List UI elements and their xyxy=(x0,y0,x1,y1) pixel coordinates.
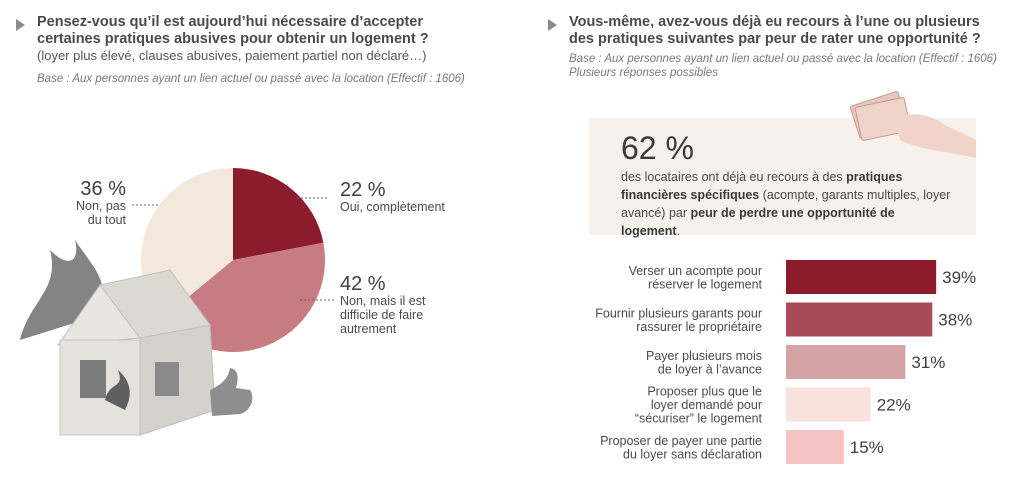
bar-value-label-1: 39% xyxy=(942,268,976,287)
right-question-base: Base : Aux personnes ayant un lien actue… xyxy=(569,53,997,79)
bar-5 xyxy=(786,430,844,464)
bar-category-label-3: Payer plusieurs mois de loyer à l’avance xyxy=(646,349,762,377)
pie-label-42-line1: Non, mais il est xyxy=(340,294,426,308)
pie-value-22: 22 % xyxy=(340,179,386,201)
bar-chart: 39% Verser un acompte pour réserver le log… xyxy=(595,260,976,464)
left-question-header: Pensez-vous qu’il est aujourd’hui nécess… xyxy=(16,14,486,86)
bar-1 xyxy=(786,260,937,294)
left-question-subtitle: (loyer plus élevé, clauses abusives, pai… xyxy=(37,48,427,63)
triangle-bullet-icon xyxy=(548,19,557,31)
bar-value-label-3: 31% xyxy=(911,353,945,372)
highlight-text: des locataires ont déjà eu recours à des… xyxy=(621,170,951,238)
highlight-value: 62 % xyxy=(621,130,694,166)
bar-category-label-5: Proposer de payer une partie du loyer san… xyxy=(600,434,762,462)
bar-value-label-2: 38% xyxy=(938,311,972,330)
right-question-header: Vous-même, avez-vous déjà eu recours à l… xyxy=(548,14,998,80)
bar-category-label-4: Proposer plus que le loyer demandé pour “s… xyxy=(635,385,763,426)
hand-with-banknotes-illustration xyxy=(850,91,976,158)
right-question-title: Vous-même, avez-vous déjà eu recours à l… xyxy=(569,14,981,47)
bar-3 xyxy=(786,345,906,379)
pie-chart: 22 % Oui, complètement 42 % Non, mais il… xyxy=(20,168,445,436)
pie-label-42-line2: difficile de faire xyxy=(340,308,423,322)
bar-category-label-1: Verser un acompte pour réserver le logeme… xyxy=(629,264,763,292)
bar-value-label-5: 15% xyxy=(850,438,884,457)
pie-label-36-line2: du tout xyxy=(88,213,127,227)
pie-slice-22 xyxy=(233,168,324,260)
pie-value-36: 36 % xyxy=(80,178,126,200)
pie-value-42: 42 % xyxy=(340,273,386,295)
left-question-title: Pensez-vous qu’il est aujourd’hui nécess… xyxy=(37,14,429,47)
bar-2 xyxy=(786,302,933,337)
bar-category-label-2: Fournir plusieurs garants pour rassurer l… xyxy=(595,306,762,334)
pie-label-42-line3: autrement xyxy=(340,322,397,336)
left-question-base: Base : Aux personnes ayant un lien actue… xyxy=(37,73,465,85)
triangle-bullet-icon xyxy=(16,19,25,31)
bar-value-label-4: 22% xyxy=(877,396,911,415)
burning-house-illustration xyxy=(20,240,253,436)
pie-label-22: Oui, complètement xyxy=(340,200,445,214)
bar-4 xyxy=(786,387,871,422)
pie-label-36-line1: Non, pas xyxy=(76,199,126,213)
